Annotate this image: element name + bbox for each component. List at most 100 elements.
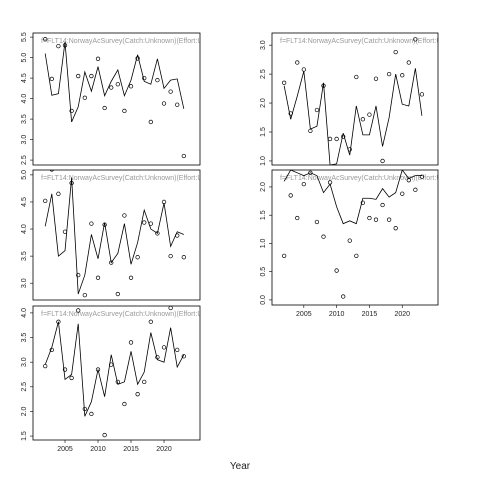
data-point [181, 255, 186, 260]
panel-title: f=FLT14:NorwayAcSurvey(Catch:Unknown)(Ef… [280, 175, 445, 182]
data-point [168, 306, 173, 311]
data-point [142, 220, 147, 225]
data-point [142, 379, 147, 385]
y-tick-label: 4.0 [21, 224, 28, 234]
data-point [314, 219, 320, 225]
data-point [128, 340, 134, 345]
data-point [288, 193, 293, 198]
y-tick-label: 1.0 [260, 238, 267, 248]
data-point [102, 432, 107, 438]
y-tick-label: 0.5 [260, 267, 267, 277]
data-point [393, 226, 398, 231]
data-point [69, 375, 74, 381]
data-point [380, 202, 385, 208]
data-point [380, 158, 385, 164]
data-point [148, 319, 153, 324]
y-tick-label: 3.0 [21, 135, 28, 145]
y-tick-label: 2.0 [260, 182, 267, 192]
data-point [373, 76, 379, 81]
data-point [82, 292, 87, 298]
data-point [161, 345, 167, 350]
data-point [406, 60, 411, 65]
y-tick-label: 4.0 [21, 94, 28, 104]
data-point [347, 238, 352, 243]
data-point [308, 170, 313, 175]
y-tick-label: 2.0 [260, 98, 267, 108]
x-axis-label: Year [230, 461, 251, 472]
x-tick-label: 2015 [362, 311, 378, 318]
data-point [82, 95, 87, 100]
data-point [95, 56, 101, 61]
data-point [301, 67, 306, 72]
data-point [82, 406, 87, 412]
data-point [386, 71, 392, 77]
data-point [334, 136, 339, 142]
plot-area: f=FLT14:NorwayAcSurvey(Catch:Unknown)(Ef… [280, 37, 445, 165]
panel-frame [32, 32, 201, 166]
data-point [122, 213, 127, 218]
y-tick-label: 1.5 [260, 127, 267, 137]
y-tick-label: 3.0 [21, 357, 28, 367]
y-tick-label: 2.5 [21, 155, 28, 165]
plot-area: f=FLT14:NorwayAcSurvey(Catch:Unknown)(Ef… [41, 306, 200, 438]
data-point [181, 153, 186, 159]
data-point [295, 215, 300, 221]
y-tick-label: 1.5 [21, 431, 28, 441]
data-point [56, 191, 61, 196]
data-point [122, 401, 127, 407]
panel-frame [32, 305, 201, 441]
y-tick-label: 3.5 [21, 333, 28, 343]
data-point [89, 411, 94, 417]
data-point [155, 77, 160, 83]
panel: f=FLT14:NorwayAcSurvey(Catch:Unknown)(Ef… [21, 305, 201, 453]
data-point [135, 255, 140, 260]
data-point [43, 198, 48, 204]
data-point [419, 92, 425, 97]
y-tick-label: 2.5 [260, 69, 267, 79]
data-point [43, 363, 48, 369]
panel-frame [271, 32, 439, 166]
y-tick-label: 5.5 [21, 32, 28, 42]
data-point [360, 117, 366, 122]
panel-frame [32, 169, 201, 301]
data-point [181, 354, 186, 359]
data-point [43, 36, 48, 42]
panel: f=FLT14:NorwayAcSurvey(Catch:Unknown)(Ef… [260, 169, 445, 318]
data-point [295, 60, 300, 65]
data-point [308, 128, 313, 133]
data-point [354, 253, 359, 259]
panel: f=FLT14:NorwayAcSurvey(Catch:Unknown)(Ef… [260, 32, 445, 166]
data-point [128, 275, 134, 280]
data-point [327, 136, 333, 142]
y-tick-label: 2.5 [21, 382, 28, 392]
data-point [321, 234, 326, 239]
data-point [301, 181, 306, 187]
data-point [49, 170, 54, 172]
y-tick-label: 0.0 [260, 295, 267, 305]
y-tick-label: 1.0 [260, 156, 267, 166]
y-tick-label: 5.0 [21, 53, 28, 63]
panel-title: f=FLT14:NorwayAcSurvey(Catch:Unknown)(Ef… [280, 38, 445, 45]
y-tick-label: 4.0 [21, 308, 28, 318]
data-point [128, 84, 134, 89]
data-point [69, 108, 74, 114]
x-tick-label: 2020 [394, 311, 410, 318]
x-tick-label: 2015 [123, 446, 139, 453]
data-point [281, 80, 287, 85]
y-tick-label: 3.0 [260, 40, 267, 50]
data-point [175, 347, 180, 352]
panel: f=FLT14:NorwayAcSurvey(Catch:Unknown)(Ef… [21, 169, 201, 301]
data-point [175, 102, 180, 107]
data-point [89, 221, 94, 226]
panel-title: f=FLT14:NorwayAcSurvey(Catch:Unknown)(Ef… [41, 38, 206, 45]
data-point [400, 191, 405, 196]
data-point [367, 112, 372, 117]
data-point [386, 217, 392, 222]
y-tick-label: 2.0 [21, 406, 28, 416]
data-point [76, 308, 81, 313]
data-point [56, 43, 61, 49]
data-point [115, 82, 120, 87]
x-tick-label: 2005 [296, 311, 312, 318]
data-point [168, 253, 173, 259]
